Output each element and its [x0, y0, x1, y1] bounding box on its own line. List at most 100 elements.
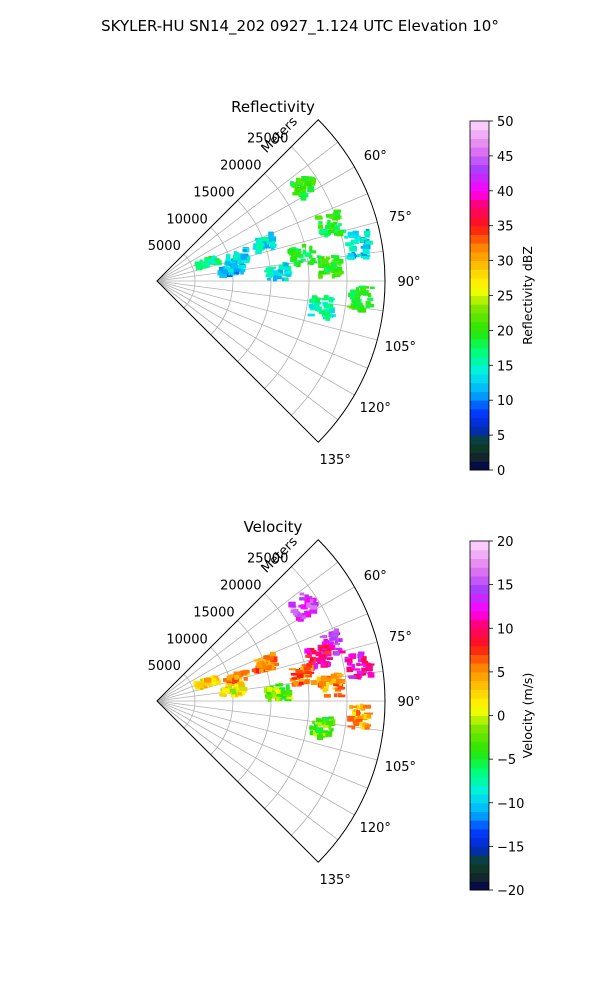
echo-gate [344, 235, 348, 239]
echo-gate [324, 303, 332, 307]
echo-gate [311, 295, 318, 301]
echo-gate [272, 277, 277, 282]
colorbar-tick-label: 50 [497, 115, 514, 130]
echo-gate [243, 669, 250, 674]
echo-cluster [347, 703, 374, 730]
echo-gate [360, 245, 365, 249]
echo-gate [263, 655, 270, 660]
echo-gate [318, 263, 325, 269]
echo-gate [258, 658, 264, 663]
azimuth-tick-label: 135° [320, 873, 351, 888]
colorbar-segment [470, 312, 489, 323]
echo-gate [361, 667, 368, 672]
echo-gate [222, 688, 230, 693]
echo-gate [317, 260, 322, 264]
echo-gate [314, 665, 318, 670]
echo-gate [315, 652, 322, 657]
echo-gate [367, 724, 372, 727]
echo-gate [288, 601, 296, 608]
echo-gate [226, 267, 232, 270]
echo-gate [360, 240, 364, 243]
echo-gate [304, 648, 311, 654]
echo-gate [297, 248, 302, 253]
echo-gate [199, 259, 203, 266]
echo-gate [307, 647, 315, 653]
echo-gate [273, 273, 277, 279]
echo-cluster [344, 651, 375, 680]
echo-gate [208, 682, 216, 685]
echo-gate [197, 682, 204, 687]
echo-gate [331, 273, 335, 279]
echo-gate [267, 696, 272, 702]
echo-gate [231, 260, 237, 264]
echo-cluster [344, 228, 373, 260]
echo-gate [273, 662, 277, 667]
echo-gate [263, 662, 268, 666]
echo-gate [316, 676, 322, 682]
echo-gate [270, 232, 274, 236]
echo-gate [362, 254, 370, 260]
azimuth-spoke [156, 250, 384, 282]
echo-gate [275, 683, 282, 687]
echo-gate [354, 241, 359, 244]
echo-gate [307, 185, 312, 190]
range-tick-label: 20000 [220, 579, 261, 594]
echo-gate [359, 703, 364, 710]
echo-gate [302, 249, 307, 255]
echo-gate [357, 715, 366, 720]
colorbar-segment [470, 872, 489, 882]
azimuth-tick-label: 105° [385, 340, 416, 355]
echo-gate [296, 262, 301, 268]
colorbar-segment [470, 671, 489, 682]
colorbar-tick-label: 45 [497, 150, 514, 165]
echo-gate [327, 642, 334, 646]
echo-gate [276, 693, 283, 698]
echo-gate [276, 689, 281, 696]
echo-gate [350, 653, 357, 659]
echo-gate [283, 262, 289, 267]
echo-gate [304, 252, 312, 257]
range-tick-label: 15000 [193, 185, 234, 200]
echo-gate [307, 186, 315, 193]
echo-gate [298, 678, 305, 682]
azimuth-tick-label: 90° [397, 695, 420, 710]
echo-gate [270, 663, 275, 670]
colorbar-tick-label: 5 [497, 429, 505, 444]
echo-gate [346, 255, 354, 260]
echo-gate [361, 724, 366, 730]
echo-gate [308, 255, 313, 259]
colorbar-tick-label: 30 [497, 255, 514, 270]
echo-gate [334, 210, 338, 215]
echo-gate [355, 718, 363, 722]
echo-gate [239, 671, 244, 677]
colorbar-segment [470, 863, 489, 874]
echo-gate [309, 250, 317, 254]
range-tick-label: 20000 [220, 159, 261, 174]
echo-gate [323, 694, 331, 698]
echo-gate [237, 256, 242, 260]
azimuth-spoke [156, 700, 378, 761]
echo-gate [299, 260, 304, 263]
echo-gate [278, 264, 286, 270]
colorbar-segment [470, 680, 489, 690]
echo-gate [204, 261, 208, 264]
echo-gate [357, 302, 363, 307]
echo-cluster [263, 683, 294, 702]
colorbar-segment [470, 443, 489, 454]
echo-gate [233, 671, 241, 678]
echo-gate [364, 230, 371, 236]
echo-gate [194, 685, 203, 688]
azimuth-spoke [156, 280, 378, 341]
echo-gate [324, 650, 331, 655]
echo-gate [233, 266, 241, 272]
echo-gate [291, 256, 296, 262]
echo-gate [334, 259, 343, 265]
echo-gate [316, 255, 322, 259]
echo-gate [354, 716, 359, 721]
echo-gate [324, 267, 331, 273]
echo-gate [269, 651, 276, 658]
echo-gate [301, 176, 309, 180]
echo-cluster [252, 231, 277, 254]
colorbar-segment [470, 575, 489, 586]
colorbar-segment [470, 881, 489, 891]
